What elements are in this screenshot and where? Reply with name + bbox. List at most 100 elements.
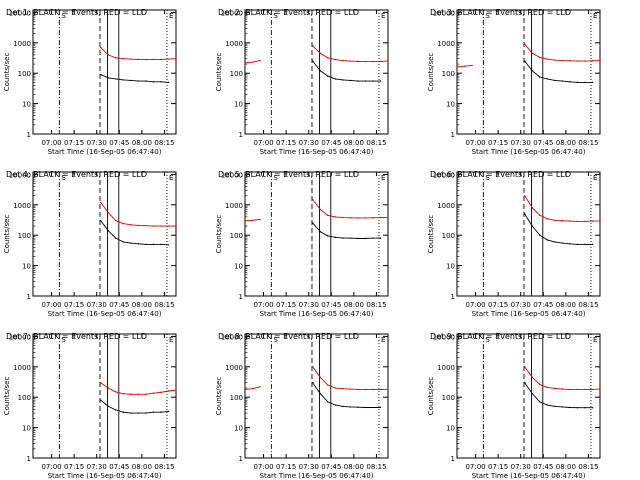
x-tick-label: 07:45 (533, 139, 553, 147)
lld-data-point (251, 61, 254, 63)
x-tick-label: 07:00 (465, 301, 485, 309)
y-tick-label: 1000 (437, 40, 455, 48)
y-tick-label: 10 (22, 425, 31, 433)
lld-data-point (546, 386, 549, 389)
events-data-point (524, 381, 526, 384)
lld-data-point (244, 219, 246, 222)
events-series-line (100, 399, 169, 414)
events-data-point (531, 70, 533, 72)
events-data-point (160, 243, 162, 246)
lld-data-point (107, 211, 109, 214)
events-data-point (584, 81, 586, 84)
events-data-point (145, 412, 147, 414)
events-data-point (591, 407, 594, 409)
x-tick-label: 07:45 (533, 301, 553, 309)
lld-data-point (122, 393, 125, 395)
events-data-point (342, 405, 344, 408)
lld-data-point (387, 216, 389, 219)
y-tick-label: 1000 (225, 40, 243, 48)
lld-data-point (137, 58, 140, 61)
y-tick-label: 1 (27, 455, 31, 463)
x-axis-label: Start Time (16-Sep-05 06:47:40) (260, 310, 374, 318)
events-data-point (122, 79, 125, 81)
y-tick-label: 1000 (437, 364, 455, 372)
lld-data-point (145, 393, 147, 395)
lld-data-point (591, 220, 594, 222)
start-marker-label: S (485, 12, 490, 20)
lld-data-point (115, 219, 117, 222)
lld-data-point (259, 59, 261, 62)
panel-title: Det 4: BLACK = Events, RED = LLD (6, 170, 147, 179)
events-data-point (349, 237, 352, 239)
x-tick-label: 07:00 (253, 463, 273, 471)
chart-panel-7: Det 7: BLACK = Events, RED = LLD 1 10 100 10… (3, 332, 177, 480)
events-data-point (554, 79, 556, 82)
y-tick-label: 100 (442, 70, 455, 78)
events-data-point (372, 80, 374, 82)
y-tick-label: 100 (230, 232, 243, 240)
lld-data-point (364, 388, 367, 391)
lld-data-point (251, 388, 254, 390)
events-data-point (364, 406, 367, 409)
events-data-point (137, 412, 140, 414)
lld-data-point (145, 58, 147, 61)
plot-frame (244, 171, 389, 297)
y-tick-label: 100 (18, 70, 31, 78)
x-tick-label: 07:15 (64, 139, 84, 147)
chart-panel-8: Det 8: BLACK = Events, RED = LLD 1 10 100 10… (215, 332, 389, 480)
lld-data-point (357, 60, 359, 63)
lld-data-point (554, 387, 556, 390)
lld-series-line (456, 43, 601, 68)
lld-data-point (599, 388, 601, 390)
lld-data-point (130, 224, 132, 226)
plot-frame (244, 9, 389, 135)
events-data-point (107, 77, 109, 79)
events-data-point (137, 243, 140, 245)
end-marker-label: E (593, 12, 597, 20)
events-data-point (524, 213, 526, 215)
events-data-point (372, 237, 374, 239)
lld-data-point (569, 60, 571, 62)
events-data-point (569, 406, 571, 409)
x-tick-label: 07:15 (64, 463, 84, 471)
x-axis-label: Start Time (16-Sep-05 06:47:40) (48, 310, 162, 318)
events-data-point (576, 243, 579, 246)
events-data-point (539, 234, 541, 236)
y-tick-label: 10000 (9, 9, 31, 17)
lld-data-point (364, 60, 367, 63)
x-tick-label: 07:15 (276, 463, 296, 471)
y-tick-label: 10000 (9, 171, 31, 179)
start-marker-label: S (273, 174, 278, 182)
events-series-line (524, 213, 593, 245)
events-data-point (100, 73, 102, 76)
x-tick-label: 07:30 (511, 139, 531, 147)
x-tick-label: 07:30 (299, 463, 319, 471)
plot-frame (456, 171, 601, 297)
lld-data-point (576, 220, 579, 223)
x-tick-label: 08:15 (578, 463, 598, 471)
lld-data-point (334, 58, 337, 61)
lld-data-point (259, 386, 261, 388)
lld-data-point (115, 391, 117, 393)
lld-data-point (591, 388, 594, 391)
x-tick-label: 07:45 (321, 139, 341, 147)
lld-series-line (100, 47, 177, 61)
x-tick-label: 08:00 (556, 139, 576, 147)
events-data-point (130, 242, 132, 244)
lld-data-point (546, 58, 549, 60)
x-tick-label: 08:00 (344, 139, 364, 147)
end-marker-label: E (381, 174, 385, 182)
lld-data-point (160, 225, 162, 227)
plot-frame (456, 333, 601, 459)
y-tick-label: 1000 (13, 40, 31, 48)
events-data-point (312, 381, 314, 384)
lld-data-point (349, 388, 352, 390)
events-data-point (524, 60, 526, 62)
lld-series-line (100, 382, 177, 395)
events-data-point (379, 237, 382, 239)
lld-data-point (364, 217, 367, 219)
events-data-point (327, 235, 329, 237)
x-tick-label: 08:15 (366, 463, 386, 471)
lld-data-point (327, 57, 329, 59)
events-data-point (561, 406, 564, 408)
